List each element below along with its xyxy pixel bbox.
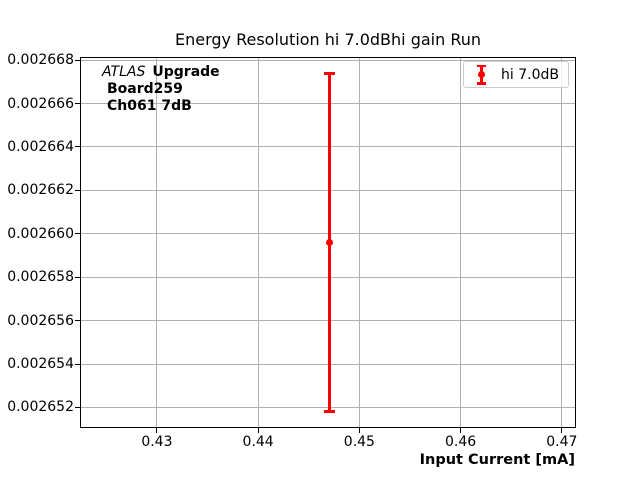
data-point-marker — [325, 239, 333, 246]
legend-marker-dot — [477, 71, 485, 78]
x-gridline — [358, 58, 360, 427]
y-tick-mark — [75, 233, 80, 235]
y-tick-label: 0.002666 — [7, 95, 74, 112]
x-tick-mark — [257, 428, 259, 433]
y-tick-mark — [75, 406, 80, 408]
x-tick-label: 0.47 — [546, 434, 578, 450]
y-tick-label: 0.002654 — [7, 356, 74, 373]
plot-area: ATLAS Upgrade Board259 Ch061 7dB hi 7.0dB — [80, 57, 576, 428]
x-tick-mark — [358, 428, 360, 433]
error-bar-cap-top — [323, 71, 335, 75]
legend-errorbar-cap-top — [476, 64, 486, 67]
x-tick-mark — [561, 428, 563, 433]
x-tick-label: 0.43 — [141, 434, 173, 450]
annotation: ATLAS Upgrade Board259 Ch061 7dB — [102, 64, 220, 115]
y-tick-label: 0.002664 — [7, 138, 74, 155]
y-tick-label: 0.002652 — [7, 399, 74, 416]
y-tick-label: 0.002658 — [7, 269, 74, 286]
x-gridline — [257, 58, 259, 427]
x-tick-label: 0.46 — [445, 434, 477, 450]
x-tick-mark — [460, 428, 462, 433]
series-layer — [81, 58, 575, 427]
x-gridline — [561, 58, 563, 427]
legend: hi 7.0dB — [463, 61, 569, 88]
y-tick-label: 0.002668 — [7, 52, 74, 69]
y-tick-mark — [75, 363, 80, 365]
y-tick-mark — [75, 103, 80, 105]
x-tick-label: 0.45 — [343, 434, 375, 450]
x-tick-mark — [156, 428, 158, 433]
x-axis-label: Input Current [mA] — [419, 452, 575, 468]
annotation-line-1: ATLAS Upgrade — [102, 64, 220, 81]
x-gridline — [460, 58, 462, 427]
y-tick-mark — [75, 146, 80, 148]
chart-title: Energy Resolution hi 7.0dBhi gain Run — [174, 30, 482, 49]
x-tick-label: 0.44 — [242, 434, 274, 450]
errorbar-legend-icon — [475, 64, 487, 85]
y-gridline — [81, 59, 575, 61]
y-tick-label: 0.002656 — [7, 312, 74, 329]
annotation-line-2: Board259 — [107, 81, 183, 97]
y-tick-mark — [75, 320, 80, 322]
legend-errorbar-cap-bottom — [476, 82, 486, 85]
y-tick-mark — [75, 189, 80, 191]
error-bar-cap-bottom — [323, 410, 335, 414]
y-tick-label: 0.002662 — [7, 182, 74, 199]
annotation-brand: ATLAS — [102, 64, 146, 80]
y-tick-mark — [75, 276, 80, 278]
legend-label: hi 7.0dB — [501, 66, 559, 83]
annotation-line-3: Ch061 7dB — [107, 98, 192, 114]
y-tick-mark — [75, 59, 80, 61]
annotation-brand-suffix: Upgrade — [152, 64, 220, 80]
y-tick-label: 0.002660 — [7, 225, 74, 242]
x-gridline — [156, 58, 158, 427]
